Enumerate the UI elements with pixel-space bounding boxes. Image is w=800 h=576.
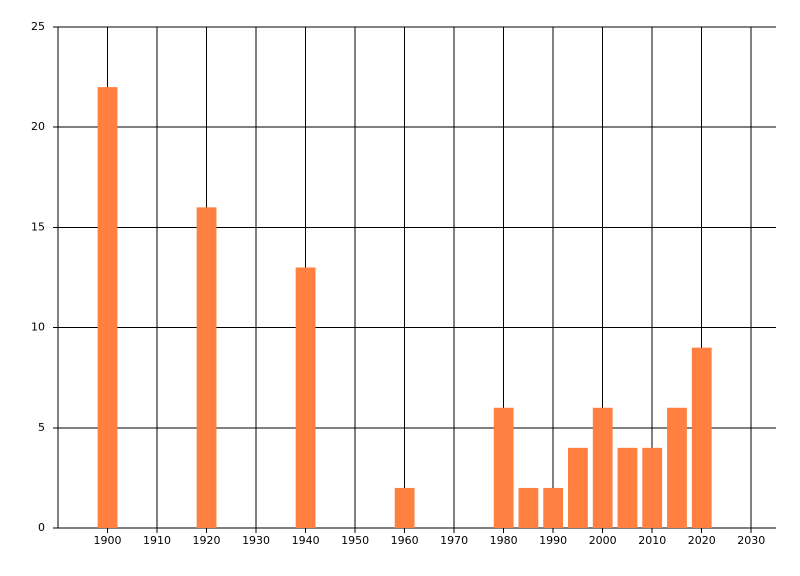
bar <box>196 207 217 529</box>
bar <box>667 407 687 528</box>
x-tick-label: 2030 <box>737 534 765 547</box>
bar <box>592 407 613 528</box>
x-tick-label: 1990 <box>539 534 567 547</box>
x-tick-label: 1980 <box>490 534 518 547</box>
bar <box>295 267 316 528</box>
bar <box>617 447 638 528</box>
y-tick-label: 15 <box>31 220 45 233</box>
bar <box>518 487 539 528</box>
x-tick-label: 2010 <box>638 534 666 547</box>
bar <box>493 407 514 528</box>
y-tick-label: 0 <box>38 521 45 534</box>
y-tick-label: 20 <box>31 120 45 133</box>
bar <box>394 487 415 528</box>
x-tick-label: 1950 <box>341 534 369 547</box>
x-tick-label: 1970 <box>440 534 468 547</box>
bar <box>642 447 663 528</box>
x-tick-label: 2020 <box>688 534 716 547</box>
bar <box>691 347 712 528</box>
x-tick-label: 1900 <box>94 534 122 547</box>
bar <box>97 87 118 529</box>
x-tick-label: 1920 <box>193 534 221 547</box>
y-tick-label: 25 <box>31 20 45 33</box>
x-tick-label: 1960 <box>391 534 419 547</box>
x-tick-label: 1910 <box>143 534 171 547</box>
x-tick-label: 2000 <box>589 534 617 547</box>
bar <box>568 447 588 528</box>
x-tick-label: 1940 <box>292 534 320 547</box>
bar <box>543 487 564 528</box>
y-tick-label: 5 <box>38 421 45 434</box>
y-tick-label: 10 <box>31 321 45 334</box>
x-tick-label: 1930 <box>242 534 270 547</box>
